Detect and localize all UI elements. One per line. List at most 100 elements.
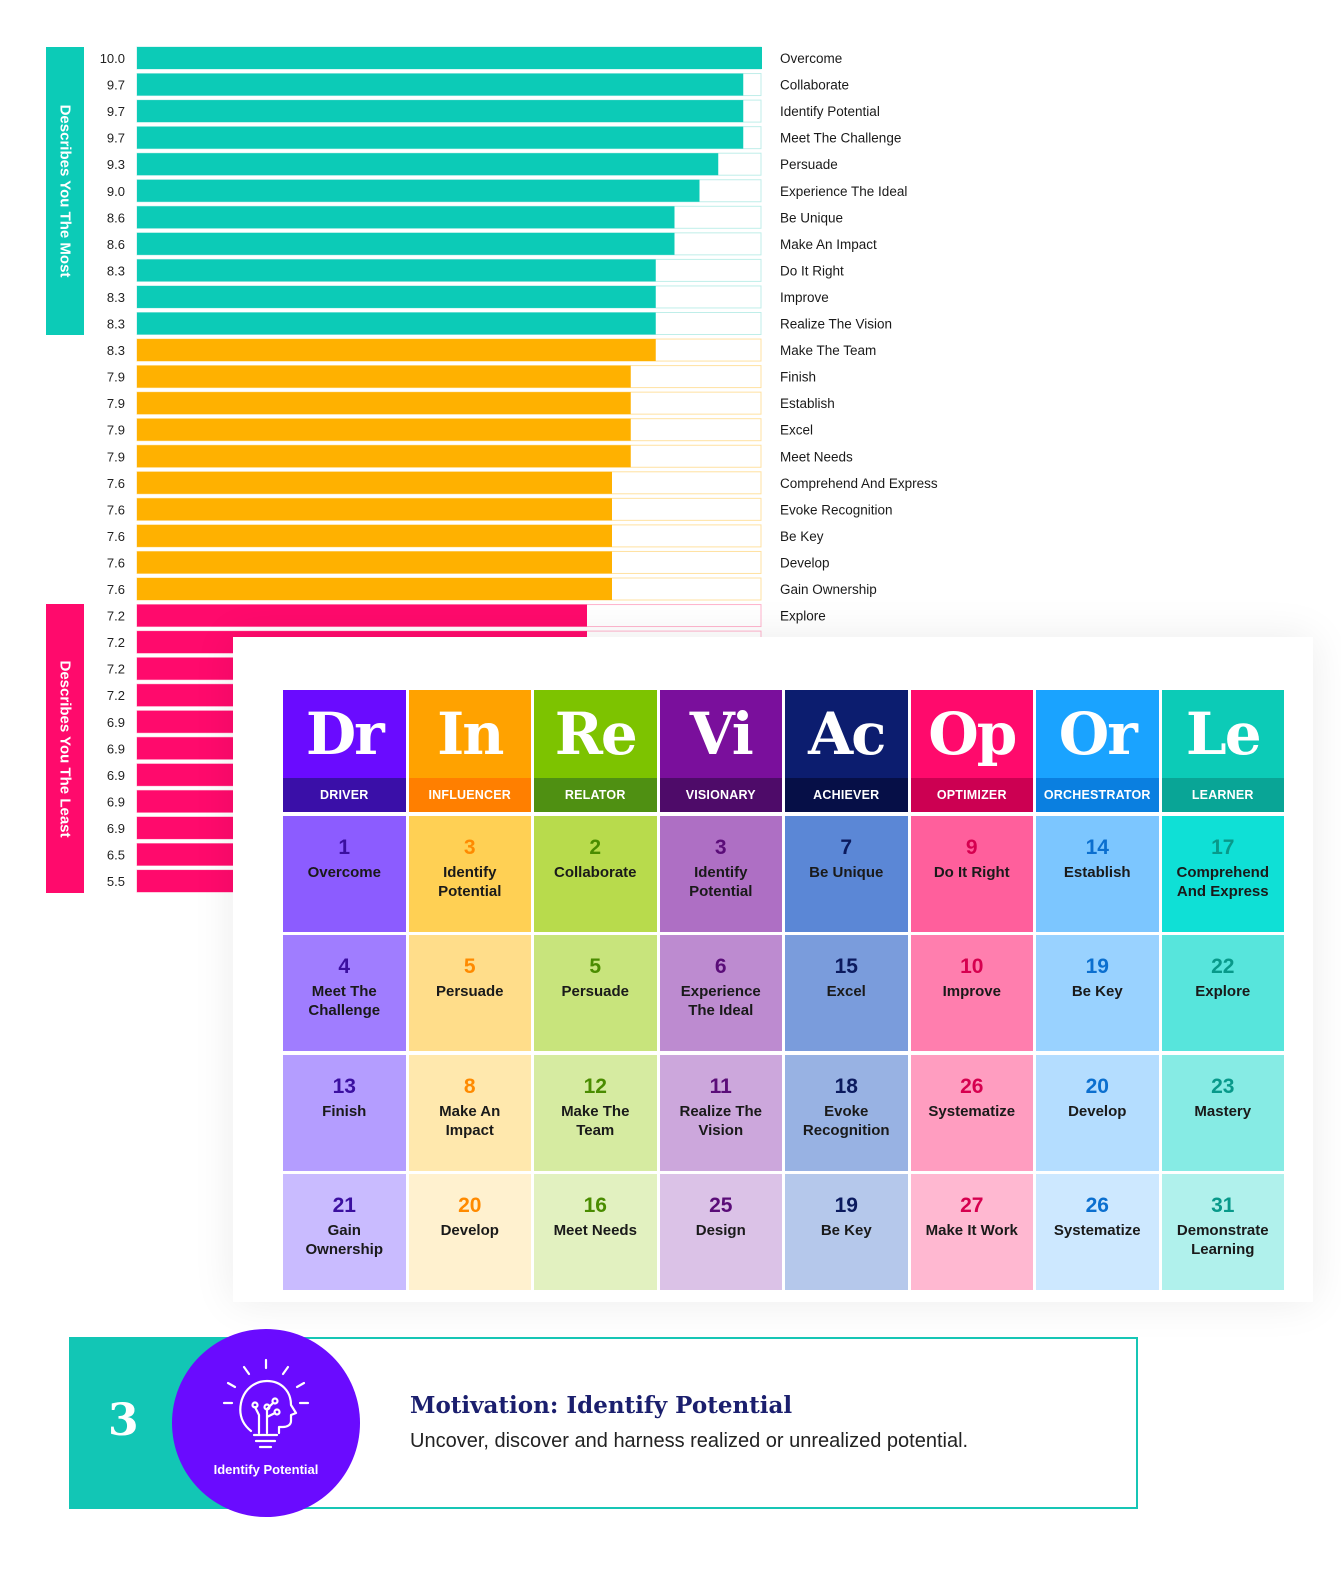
- motivation-cell: 19 Be Key: [785, 1174, 908, 1290]
- bar-value-label: 7.6: [107, 555, 125, 570]
- column-name: VISIONARY: [659, 778, 782, 812]
- motivation-rank: 26: [960, 1074, 984, 1098]
- motivation-label: Comprehend And Express: [1176, 863, 1269, 900]
- bar: [137, 100, 744, 123]
- motivation-rank: 26: [1085, 1194, 1109, 1217]
- bar-category-label: Explore: [780, 609, 826, 624]
- motivation-cell: 6 Experience The Ideal: [659, 935, 782, 1051]
- bar-value-label: 8.3: [107, 317, 125, 332]
- motivation-periodic-table: Dr DRIVER 1 Overcome 4 Meet The Challenge 13 Fi…: [283, 690, 1285, 1290]
- table-column-orchestrator: Or ORCHESTRATOR 14 Establish 19 Be Key 20 Devel…: [1036, 690, 1159, 1290]
- motivation-rank: 1: [338, 835, 351, 859]
- bar: [137, 285, 656, 308]
- column-name: OPTIMIZER: [910, 778, 1033, 812]
- column-name: DRIVER: [283, 778, 406, 812]
- bar-category-label: Meet The Challenge: [780, 131, 901, 146]
- bar-value-label: 7.2: [107, 609, 125, 624]
- column-name: RELATOR: [534, 778, 657, 812]
- bar-category-label: Meet Needs: [780, 449, 853, 464]
- bar-category-label: Make An Impact: [780, 237, 877, 252]
- motivation-rank: 5: [463, 955, 476, 978]
- banner-number: 3: [108, 1395, 139, 1446]
- motivation-rank: 19: [834, 1194, 858, 1217]
- motivation-label: Make An Impact: [439, 1102, 501, 1139]
- motivation-rank: 22: [1211, 955, 1235, 978]
- bar: [137, 179, 700, 202]
- bar: [137, 232, 675, 255]
- motivation-rank: 31: [1211, 1194, 1235, 1217]
- motivation-rank: 17: [1211, 835, 1235, 859]
- motivation-label: Improve: [942, 983, 1001, 1000]
- motivation-cell: 9 Do It Right: [910, 815, 1033, 932]
- motivation-label: Be Unique: [809, 863, 884, 881]
- table-column-optimizer: Op OPTIMIZER 9 Do It Right 10 Improve 26 System…: [910, 690, 1033, 1290]
- motivation-label: Identify Potential: [689, 863, 753, 900]
- motivation-cell: 19 Be Key: [1036, 935, 1159, 1051]
- motivation-cell: 26 Systematize: [1036, 1174, 1159, 1290]
- bar-value-label: 7.6: [107, 476, 125, 491]
- bar-category-label: Comprehend And Express: [780, 476, 938, 491]
- motivation-rank: 7: [840, 835, 853, 859]
- bar-value-label: 6.9: [107, 715, 125, 730]
- motivation-label: Be Key: [1071, 983, 1123, 1000]
- bar-value-label: 9.7: [107, 131, 125, 146]
- bar-value-label: 9.3: [107, 157, 125, 172]
- motivation-label: Finish: [322, 1102, 367, 1120]
- motivation-rank: 27: [960, 1194, 984, 1217]
- motivation-label: Explore: [1195, 983, 1251, 1000]
- motivation-label: Mastery: [1194, 1102, 1252, 1120]
- motivation-cell: 3 Identify Potential: [659, 815, 782, 932]
- motivation-rank: 5: [589, 955, 602, 978]
- bar-category-label: Experience The Ideal: [780, 184, 907, 199]
- motivation-rank: 4: [338, 955, 351, 978]
- motivation-cell: 15 Excel: [785, 935, 908, 1051]
- motivation-label: Systematize: [928, 1102, 1016, 1120]
- motivation-cell: 26 Systematize: [910, 1054, 1033, 1171]
- motivation-label: Make The Team: [561, 1102, 630, 1139]
- motivation-cell: 12 Make The Team: [534, 1054, 657, 1171]
- bar-value-label: 8.3: [107, 263, 125, 278]
- bar-value-label: 8.3: [107, 343, 125, 358]
- motivation-label: Establish: [1063, 863, 1131, 881]
- table-column-relator: Re RELATOR 2 Collaborate 5 Persuade 12 Make The…: [534, 690, 657, 1290]
- column-name: ACHIEVER: [785, 778, 908, 812]
- motivation-cell: 5 Persuade: [534, 935, 657, 1051]
- bar-value-label: 6.9: [107, 794, 125, 809]
- motivation-rank: 23: [1211, 1074, 1235, 1098]
- motivation-cell: 16 Meet Needs: [534, 1174, 657, 1290]
- motivation-rank: 11: [709, 1074, 732, 1098]
- bar: [137, 206, 675, 229]
- motivation-cell: 8 Make An Impact: [408, 1054, 531, 1171]
- motivation-rank: 6: [714, 955, 727, 978]
- motivation-cell: 27 Make It Work: [910, 1174, 1033, 1290]
- motivation-cell: 11 Realize The Vision: [659, 1054, 782, 1171]
- bar-category-label: Identify Potential: [780, 104, 880, 119]
- bar: [137, 524, 612, 547]
- motivation-cell: 21 Gain Ownership: [283, 1174, 406, 1290]
- bar-value-label: 7.2: [107, 635, 125, 650]
- bar-value-label: 5.5: [107, 874, 125, 889]
- motivation-label: Make It Work: [925, 1222, 1018, 1239]
- motivation-cell: 13 Finish: [283, 1054, 406, 1171]
- motivation-label: Develop: [1068, 1102, 1127, 1120]
- motivation-cell: 5 Persuade: [408, 935, 531, 1051]
- motivation-label: Realize The Vision: [679, 1102, 763, 1139]
- bar-value-label: 10.0: [100, 51, 125, 66]
- bar: [137, 418, 631, 441]
- bar-value-label: 7.2: [107, 662, 125, 677]
- describes-most-tab: Describes You The Most: [46, 47, 84, 335]
- motivation-cell: 7 Be Unique: [785, 815, 908, 932]
- bar-value-label: 7.2: [107, 688, 125, 703]
- bar: [137, 445, 631, 468]
- motivation-cell: 14 Establish: [1036, 815, 1159, 932]
- bar-value-label: 6.9: [107, 821, 125, 836]
- bar-category-label: Persuade: [780, 157, 838, 172]
- bar-category-label: Be Unique: [780, 210, 843, 225]
- motivation-label: Design: [695, 1222, 746, 1239]
- motivation-label: Gain Ownership: [305, 1222, 383, 1258]
- bar: [137, 153, 719, 176]
- motivation-label: Do It Right: [933, 863, 1010, 881]
- motivation-label: Excel: [826, 983, 866, 1000]
- motivation-rank: 3: [463, 835, 476, 859]
- column-abbreviation: Or: [1036, 690, 1159, 778]
